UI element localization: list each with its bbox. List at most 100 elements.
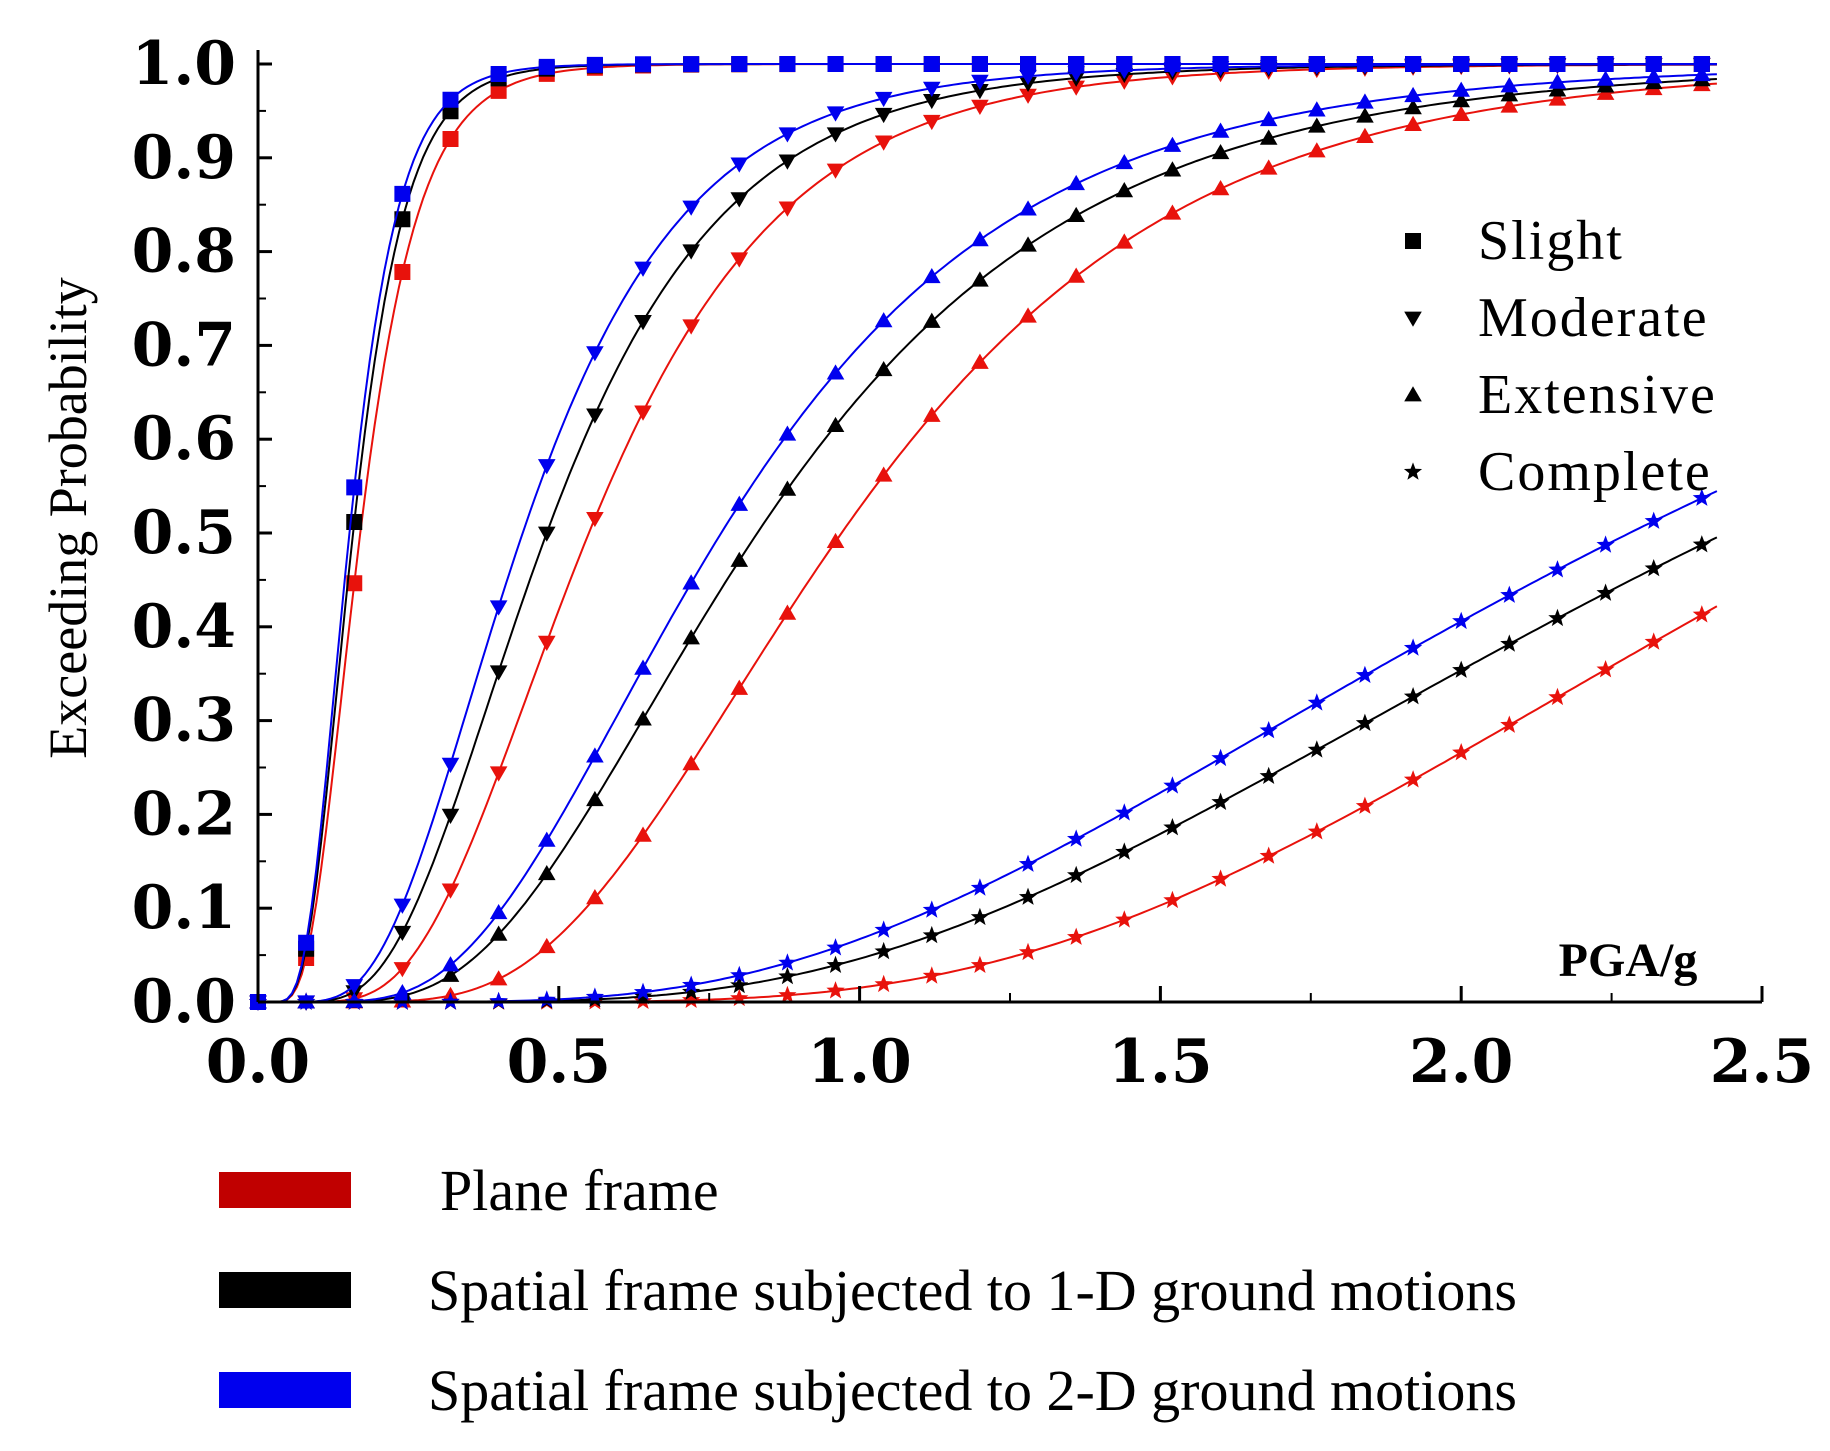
y-tick-label: 0.2 xyxy=(132,779,236,849)
marker-moderate-0-4 xyxy=(441,883,460,899)
x-tick-label: 1.5 xyxy=(1108,1027,1212,1097)
marker-slight-2-6 xyxy=(538,58,555,75)
marker-moderate-1-14 xyxy=(922,93,941,110)
marker-extensive-1-16 xyxy=(1019,236,1037,252)
marker-moderate-2-23 xyxy=(1356,58,1374,75)
y-tick-label: 1.0 xyxy=(132,29,236,99)
legend-marker-slight xyxy=(1405,233,1421,249)
curve-slight-2 xyxy=(258,63,1717,1003)
marker-moderate-0-6 xyxy=(537,635,556,651)
marker-extensive-2-30 xyxy=(1693,65,1711,82)
marker-complete-2-21 xyxy=(1259,721,1278,739)
marker-complete-2-11 xyxy=(778,953,797,971)
marker-complete-0-15 xyxy=(970,955,990,973)
marker-moderate-0-17 xyxy=(1067,80,1085,96)
marker-moderate-2-25 xyxy=(1452,58,1470,74)
marker-complete-1-10 xyxy=(730,975,749,994)
marker-extensive-0-24 xyxy=(1404,115,1422,131)
marker-complete-1-18 xyxy=(1115,842,1134,860)
y-tick-label: 0.9 xyxy=(132,123,236,193)
marker-moderate-0-10 xyxy=(730,252,749,268)
marker-moderate-2-19 xyxy=(1163,62,1182,78)
marker-extensive-1-4 xyxy=(441,966,460,982)
legend-series-label-2: Spatial frame subjected to 2-D ground mo… xyxy=(428,1358,1517,1423)
marker-moderate-2-9 xyxy=(682,200,700,216)
marker-extensive-1-11 xyxy=(778,480,797,496)
marker-complete-2-23 xyxy=(1355,665,1375,683)
marker-moderate-0-8 xyxy=(634,405,652,421)
x-tick-label: 2.5 xyxy=(1710,1027,1814,1097)
marker-moderate-2-15 xyxy=(971,74,989,90)
marker-extensive-2-25 xyxy=(1452,81,1470,97)
marker-moderate-2-12 xyxy=(826,106,845,122)
marker-complete-1-13 xyxy=(874,941,893,960)
curve-slight-1 xyxy=(258,63,1717,1003)
marker-slight-2-11 xyxy=(779,56,796,73)
marker-moderate-1-13 xyxy=(874,107,893,124)
marker-complete-2-9 xyxy=(682,975,701,993)
marker-extensive-1-7 xyxy=(586,790,604,807)
curve-moderate-0 xyxy=(258,63,1717,1003)
marker-slight-2-10 xyxy=(731,56,748,73)
marker-complete-2-27 xyxy=(1548,560,1567,578)
marker-extensive-1-17 xyxy=(1067,206,1085,223)
marker-complete-1-14 xyxy=(922,925,941,944)
marker-complete-1-25 xyxy=(1452,660,1471,678)
marker-extensive-1-19 xyxy=(1163,161,1182,177)
marker-extensive-0-19 xyxy=(1163,204,1182,220)
marker-extensive-1-21 xyxy=(1259,129,1278,145)
marker-complete-1-27 xyxy=(1548,608,1567,627)
marker-slight-2-4 xyxy=(442,91,459,108)
marker-extensive-2-4 xyxy=(441,956,460,972)
marker-complete-2-29 xyxy=(1644,511,1663,529)
marker-complete-0-10 xyxy=(730,988,749,1007)
marker-extensive-1-20 xyxy=(1211,143,1230,160)
marker-complete-1-11 xyxy=(778,966,797,985)
marker-extensive-1-23 xyxy=(1356,107,1374,123)
marker-extensive-0-16 xyxy=(1019,307,1037,323)
marker-moderate-1-15 xyxy=(971,83,989,100)
marker-extensive-0-22 xyxy=(1308,142,1326,158)
marker-slight-2-7 xyxy=(586,56,603,73)
marker-slight-2-3 xyxy=(394,185,411,202)
y-tick-label: 0.6 xyxy=(132,404,236,474)
marker-complete-1-20 xyxy=(1211,792,1230,810)
curve-moderate-2 xyxy=(258,63,1717,1003)
marker-moderate-2-16 xyxy=(1019,69,1037,86)
marker-extensive-0-26 xyxy=(1500,97,1519,113)
marker-extensive-2-26 xyxy=(1500,77,1519,93)
marker-extensive-0-7 xyxy=(586,889,604,905)
marker-moderate-2-27 xyxy=(1548,58,1567,74)
marker-slight-0-3 xyxy=(394,263,411,280)
marker-extensive-1-13 xyxy=(874,360,893,377)
marker-moderate-2-13 xyxy=(874,91,893,108)
y-tick-label: 0.7 xyxy=(132,310,236,380)
legend-label-slight: Slight xyxy=(1478,210,1624,272)
marker-extensive-2-13 xyxy=(874,312,893,328)
marker-slight-0-2 xyxy=(346,575,363,592)
legend-marker-moderate xyxy=(1404,311,1422,327)
marker-complete-2-30 xyxy=(1692,488,1711,506)
marker-complete-2-22 xyxy=(1307,693,1326,711)
marker-complete-1-12 xyxy=(826,955,845,973)
marker-moderate-2-6 xyxy=(537,459,556,475)
series-plane-frame xyxy=(248,56,1718,1011)
marker-moderate-2-5 xyxy=(489,600,508,616)
marker-complete-1-16 xyxy=(1018,887,1038,905)
marker-extensive-2-8 xyxy=(634,659,652,675)
marker-extensive-1-10 xyxy=(730,551,749,567)
marker-complete-0-22 xyxy=(1307,822,1326,840)
marker-extensive-2-17 xyxy=(1067,174,1085,191)
marker-moderate-1-11 xyxy=(778,154,797,170)
marker-complete-0-25 xyxy=(1452,743,1471,761)
legend-marker-complete xyxy=(1403,462,1423,480)
marker-moderate-2-10 xyxy=(730,157,749,173)
marker-moderate-2-3 xyxy=(393,898,412,914)
marker-slight-2-2 xyxy=(346,479,363,496)
marker-extensive-2-19 xyxy=(1163,136,1182,152)
marker-complete-2-14 xyxy=(922,900,941,918)
marker-complete-1-26 xyxy=(1500,634,1519,652)
marker-extensive-0-21 xyxy=(1259,159,1278,175)
y-tick-label: 0.1 xyxy=(132,873,236,943)
marker-moderate-1-5 xyxy=(489,665,508,681)
